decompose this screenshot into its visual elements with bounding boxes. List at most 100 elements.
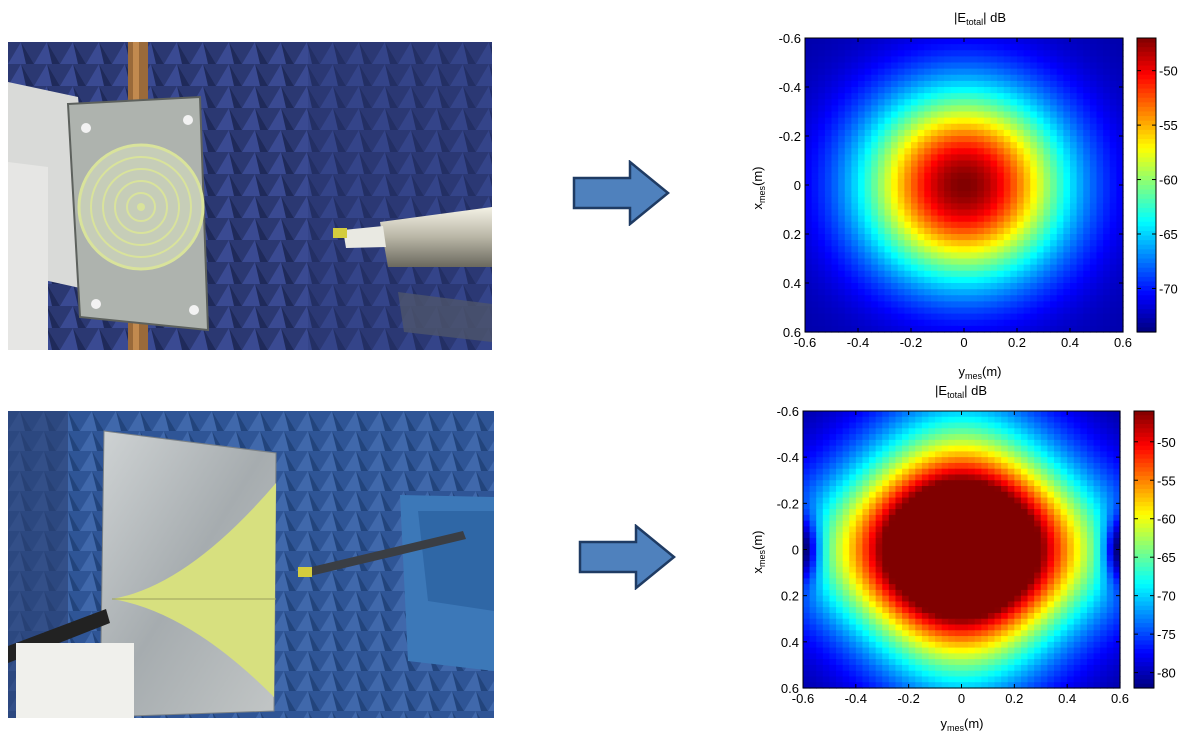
- heatmap-cell: [994, 411, 1002, 418]
- heatmap-cell: [803, 480, 811, 487]
- heatmap-cell: [1010, 50, 1018, 57]
- heatmap-cell: [957, 38, 965, 45]
- heatmap-cell: [1080, 543, 1088, 551]
- heatmap-cell: [1043, 197, 1051, 204]
- heatmap-cell: [917, 252, 925, 260]
- heatmap-cell: [981, 549, 989, 556]
- heatmap-cell: [924, 209, 932, 217]
- heatmap-cell: [1060, 486, 1068, 493]
- heatmap-cell: [921, 607, 930, 614]
- colorbar-segment: [1137, 304, 1156, 310]
- heatmap-cell: [809, 607, 817, 614]
- heatmap-cell: [1007, 653, 1015, 660]
- heatmap-cell: [983, 178, 992, 186]
- heatmap-cell: [990, 325, 998, 333]
- heatmap-cell: [1050, 301, 1058, 309]
- heatmap-cell: [809, 520, 817, 528]
- heatmap-cell: [1034, 607, 1042, 614]
- heatmap-cell: [994, 561, 1002, 568]
- heatmap-cell: [904, 166, 912, 174]
- heatmap-cell: [1003, 240, 1011, 247]
- heatmap-cell: [977, 246, 985, 253]
- heatmap-cell: [1001, 416, 1009, 424]
- heatmap-cell: [811, 313, 819, 321]
- heatmap-cell: [838, 234, 846, 241]
- heatmap-cell: [822, 439, 831, 447]
- heatmap-cell: [1070, 62, 1078, 70]
- heatmap-cell: [882, 526, 890, 533]
- heatmap-cell: [1086, 486, 1095, 493]
- heatmap-cell: [1113, 532, 1121, 539]
- heatmap-cell: [964, 148, 972, 155]
- heatmap-cell: [891, 203, 899, 211]
- heatmap-cell: [930, 203, 939, 211]
- heatmap-cell: [941, 514, 949, 522]
- heatmap-cell: [1034, 659, 1042, 666]
- heatmap-cell: [1076, 172, 1084, 180]
- heatmap-cell: [869, 601, 877, 608]
- heatmap-cell: [844, 276, 852, 284]
- heatmap-cell: [1100, 497, 1108, 504]
- heatmap-cell: [954, 601, 963, 608]
- heatmap-cell: [822, 445, 831, 452]
- heatmap-cell: [957, 178, 965, 186]
- heatmap-cell: [851, 197, 859, 204]
- heatmap-cell: [924, 258, 932, 266]
- heatmap-cell: [875, 555, 883, 562]
- heatmap-cell: [1036, 313, 1045, 321]
- heatmap-cell: [1030, 295, 1038, 302]
- heatmap-cell: [924, 178, 932, 186]
- heatmap-cell: [1100, 636, 1108, 643]
- heatmap-cell: [1040, 636, 1048, 643]
- heatmap-cell: [970, 111, 978, 119]
- heatmap-cell: [831, 325, 839, 333]
- heatmap-cell: [915, 653, 923, 660]
- heatmap-cell: [1017, 38, 1025, 45]
- heatmap-cell: [1047, 566, 1055, 574]
- heatmap-cell: [937, 227, 945, 235]
- heatmap-cell: [1053, 411, 1062, 418]
- heatmap-cell: [884, 289, 892, 296]
- heatmap-cell: [987, 682, 996, 689]
- heatmap-cell: [842, 601, 850, 608]
- heatmap-cell: [1040, 601, 1048, 608]
- heatmap-cell: [911, 234, 919, 241]
- heatmap-cell: [818, 111, 826, 119]
- heatmap-cell: [1034, 457, 1042, 464]
- heatmap-cell: [948, 630, 956, 637]
- heatmap-cell: [1017, 56, 1025, 64]
- heatmap-cell: [1036, 301, 1045, 309]
- heatmap-cell: [895, 503, 903, 510]
- heatmap-cell: [822, 537, 831, 545]
- heatmap-cell: [1034, 647, 1042, 654]
- heatmap-cell: [997, 295, 1005, 302]
- heatmap-cell: [994, 670, 1002, 678]
- heatmap-cell: [829, 595, 837, 603]
- heatmap-cell: [1027, 595, 1035, 603]
- heatmap-cell: [941, 589, 949, 597]
- heatmap-cell: [964, 319, 972, 327]
- heatmap-cell: [1047, 468, 1055, 476]
- heatmap-cell: [1040, 607, 1048, 614]
- colorbar-segment: [1134, 432, 1154, 438]
- heatmap-cell: [1047, 595, 1055, 603]
- heatmap-cell: [944, 283, 952, 290]
- heatmap-cell: [1103, 270, 1111, 278]
- heatmap-cell: [944, 307, 952, 315]
- heatmap-cell: [1030, 172, 1038, 180]
- heatmap-cell: [1010, 136, 1018, 143]
- heatmap-cell: [987, 474, 996, 481]
- heatmap-cell: [1086, 520, 1095, 528]
- heatmap-cell: [915, 514, 923, 522]
- heatmap-cell: [997, 172, 1005, 180]
- heatmap-cell: [855, 491, 864, 499]
- heatmap-cell: [997, 62, 1005, 70]
- heatmap-cell: [895, 474, 903, 481]
- colorbar-segment: [1137, 129, 1156, 136]
- heatmap-cell: [1001, 468, 1009, 476]
- heatmap-cell: [844, 191, 852, 198]
- heatmap-cell: [862, 468, 870, 476]
- heatmap-cell: [1116, 246, 1124, 253]
- heatmap-cell: [1109, 105, 1117, 113]
- heatmap-cell: [908, 595, 916, 603]
